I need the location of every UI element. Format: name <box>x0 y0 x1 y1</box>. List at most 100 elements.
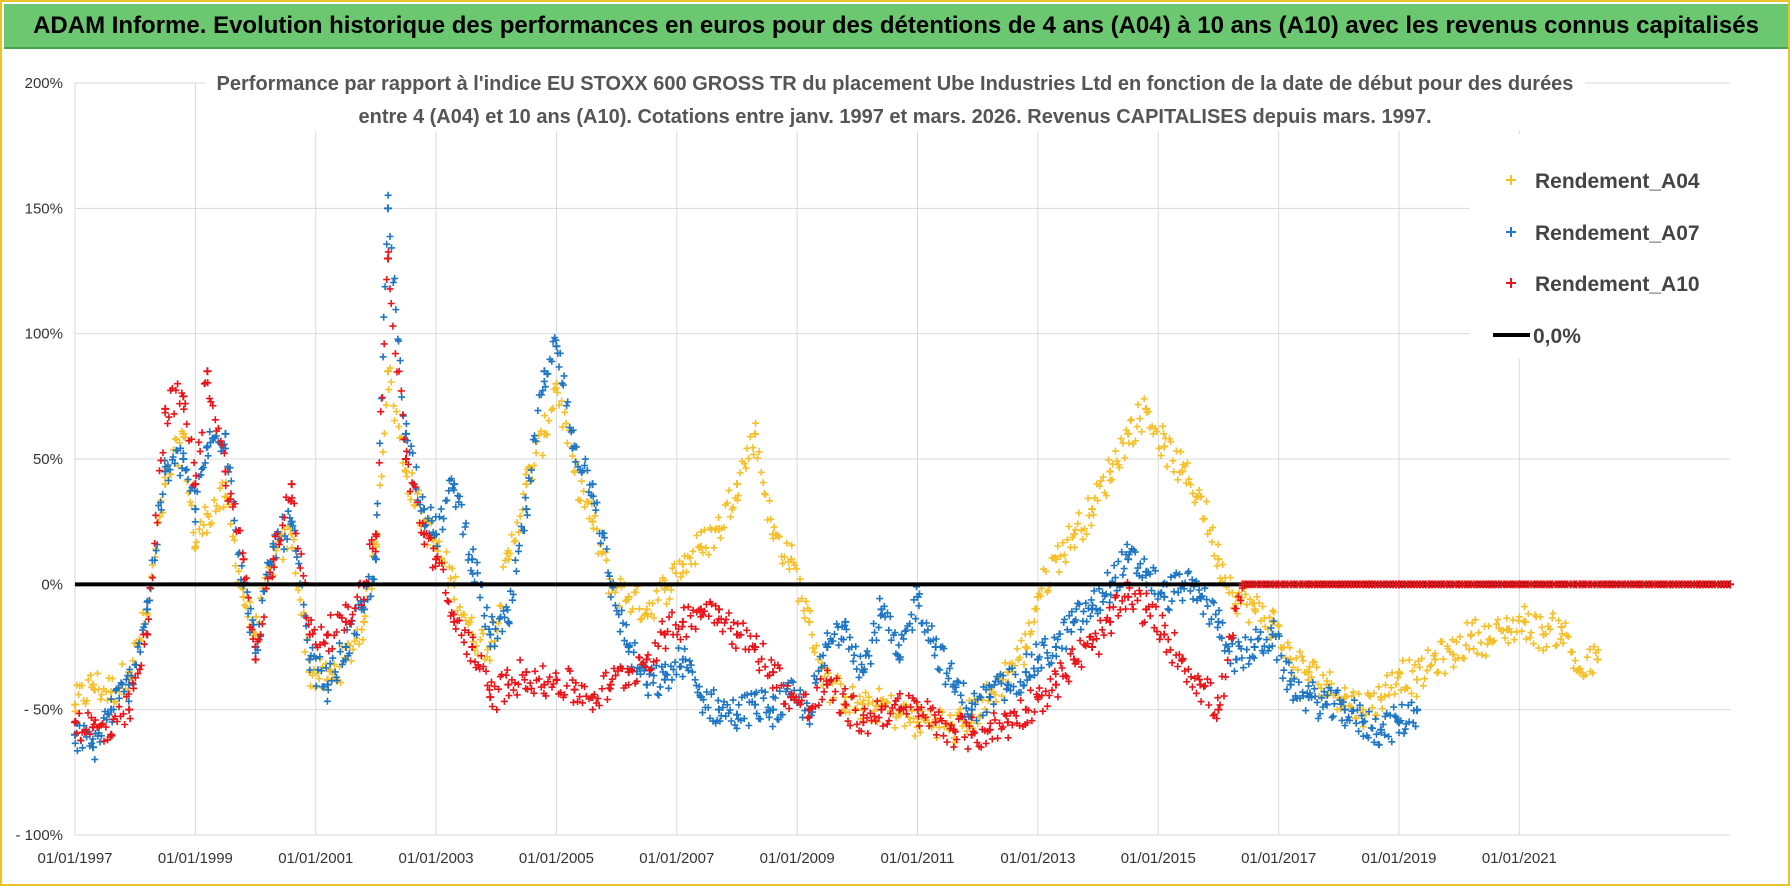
data-point <box>733 480 741 489</box>
chart-series <box>71 191 1734 763</box>
data-point <box>570 685 579 694</box>
data-point <box>1021 643 1030 651</box>
data-point <box>1021 668 1030 677</box>
x-tick-label: 01/01/2017 <box>1241 850 1316 867</box>
data-point <box>1124 555 1133 564</box>
y-tick-label: 150% <box>25 200 63 217</box>
data-point <box>402 455 410 463</box>
series-scatter-cloud <box>71 364 1602 747</box>
chart-title-line-1: Performance par rapport à l'indice EU ST… <box>217 73 1574 95</box>
chart-legend: Rendement_A04 Rendement_A07 Rendement_A10 0… <box>1470 134 1730 359</box>
data-point <box>504 680 513 689</box>
data-point <box>359 617 368 626</box>
x-tick-label: 01/01/2021 <box>1482 850 1557 867</box>
data-point <box>1358 718 1367 727</box>
data-point <box>221 492 230 501</box>
data-point <box>1214 617 1223 626</box>
legend-label: Rendement_A04 <box>1535 170 1700 193</box>
y-tick-label: - 50% <box>24 702 63 719</box>
x-axis-ticks: 01/01/1997 01/01/1999 01/01/2001 01/01/2003… <box>37 850 1556 867</box>
data-point <box>1250 643 1259 651</box>
data-point <box>769 668 778 677</box>
data-point <box>239 555 248 564</box>
series-Rendement_A07 <box>71 191 1422 763</box>
data-point <box>1088 505 1097 514</box>
legend-swatch-plus <box>1506 278 1516 288</box>
data-point <box>486 630 495 639</box>
report-banner-title: ADAM Informe. Evolution historique des p… <box>33 12 1759 39</box>
data-point <box>161 480 170 489</box>
data-point <box>751 429 760 438</box>
data-point <box>1106 617 1115 626</box>
x-tick-label: 01/01/2003 <box>399 850 474 867</box>
data-point <box>1106 467 1115 476</box>
y-tick-label: 0% <box>41 576 63 593</box>
x-tick-label: 01/01/2019 <box>1361 850 1436 867</box>
legend-label: 0,0% <box>1533 325 1581 348</box>
series-scatter-cloud <box>71 191 1421 763</box>
data-point <box>1160 442 1169 451</box>
data-point <box>221 429 230 438</box>
data-point <box>1160 592 1169 601</box>
data-point <box>486 693 495 702</box>
report-banner: ADAM Informe. Evolution historique des p… <box>4 4 1788 49</box>
data-point <box>107 688 116 697</box>
chart-title-background <box>205 63 1585 131</box>
x-tick-label: 01/01/2013 <box>1000 850 1075 867</box>
y-tick-label: 50% <box>33 451 63 468</box>
data-point <box>1051 680 1060 689</box>
legend-label: Rendement_A07 <box>1535 222 1700 245</box>
x-tick-label: 01/01/2015 <box>1121 850 1196 867</box>
series-a10-flat-tail <box>1238 580 1734 589</box>
data-point <box>1268 617 1277 626</box>
data-point <box>714 705 723 714</box>
data-point <box>1214 555 1223 564</box>
data-point <box>71 700 79 709</box>
data-point <box>341 643 350 651</box>
data-point <box>913 705 922 714</box>
x-tick-label: 01/01/1999 <box>158 850 233 867</box>
data-point <box>1593 655 1602 664</box>
data-point <box>221 467 230 476</box>
data-point <box>931 718 940 727</box>
data-point <box>1395 668 1403 677</box>
x-tick-label: 01/01/2001 <box>278 850 353 867</box>
data-point <box>1051 643 1060 651</box>
data-point <box>402 467 410 476</box>
data-point <box>504 617 513 626</box>
data-point <box>125 705 134 714</box>
data-point <box>468 643 477 651</box>
chart-title: Performance par rapport à l'indice EU ST… <box>205 63 1585 131</box>
y-tick-label: 100% <box>25 326 63 343</box>
data-point <box>1413 675 1422 684</box>
data-point <box>1214 705 1223 714</box>
data-point <box>323 630 332 639</box>
data-point <box>1340 705 1349 714</box>
data-point <box>191 505 200 514</box>
data-point <box>203 367 212 376</box>
data-point <box>287 480 296 489</box>
x-tick-label: 01/01/1997 <box>37 850 112 867</box>
y-tick-label: - 100% <box>15 827 63 844</box>
x-tick-label: 01/01/2005 <box>519 850 594 867</box>
data-point <box>143 605 152 614</box>
x-tick-label: 01/01/2009 <box>760 850 835 867</box>
data-point <box>522 668 531 677</box>
data-point <box>967 705 976 714</box>
data-point <box>805 617 814 626</box>
legend-swatch-plus <box>1506 227 1516 237</box>
data-point <box>522 505 531 514</box>
y-tick-label: 200% <box>25 75 63 92</box>
data-point <box>522 480 531 489</box>
data-point <box>341 617 350 626</box>
data-point <box>239 592 248 601</box>
data-point <box>733 710 741 719</box>
x-tick-label: 01/01/2007 <box>639 850 714 867</box>
legend-swatch-plus <box>1506 175 1516 185</box>
data-point <box>1088 643 1097 651</box>
data-point <box>1557 622 1566 631</box>
data-point <box>859 718 868 727</box>
x-tick-label: 01/01/2011 <box>881 850 955 867</box>
data-point <box>1003 718 1012 727</box>
